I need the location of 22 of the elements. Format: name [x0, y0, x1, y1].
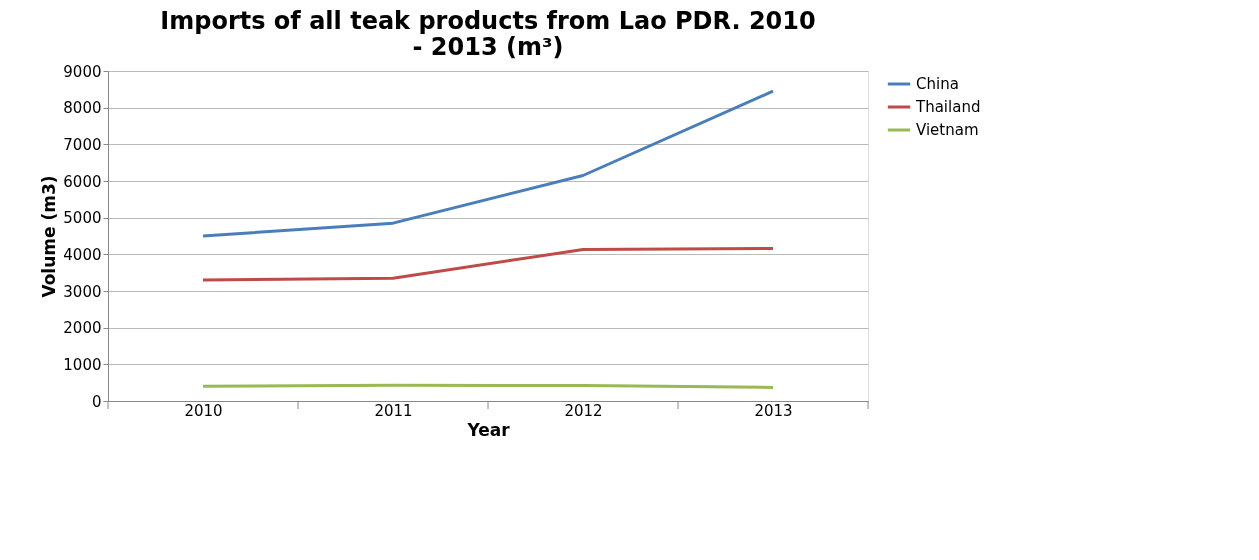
y-tick-label: 7000 [63, 135, 102, 154]
y-tick-label: 3000 [63, 282, 102, 301]
line-series [201, 246, 775, 282]
legend-label: China [916, 75, 959, 93]
x-tick-label: 2013 [754, 401, 793, 420]
x-axis-title: Year [466, 419, 511, 440]
y-tick-label: 5000 [63, 209, 102, 228]
y-tick-label: 6000 [63, 172, 102, 191]
legend-label: Thailand [915, 98, 981, 116]
legend-label: Vietnam [916, 121, 979, 139]
x-tick-label: 2011 [374, 401, 413, 420]
y-tick-label: 4000 [63, 245, 102, 264]
x-tick-label: 2012 [564, 401, 603, 420]
y-tick-label: 2000 [63, 319, 102, 338]
y-tick-label: 9000 [63, 62, 102, 81]
y-tick-label: 1000 [63, 355, 102, 374]
line-series [201, 89, 775, 238]
y-axis-title: Volume (m3) [39, 175, 60, 298]
x-tick-label: 2010 [184, 401, 223, 420]
chart-title: Imports of all teak products from Lao PDR. 2010 - 2013 (m³) [160, 7, 816, 61]
y-tick-label: 0 [91, 392, 102, 411]
y-tick-label: 8000 [63, 99, 102, 118]
